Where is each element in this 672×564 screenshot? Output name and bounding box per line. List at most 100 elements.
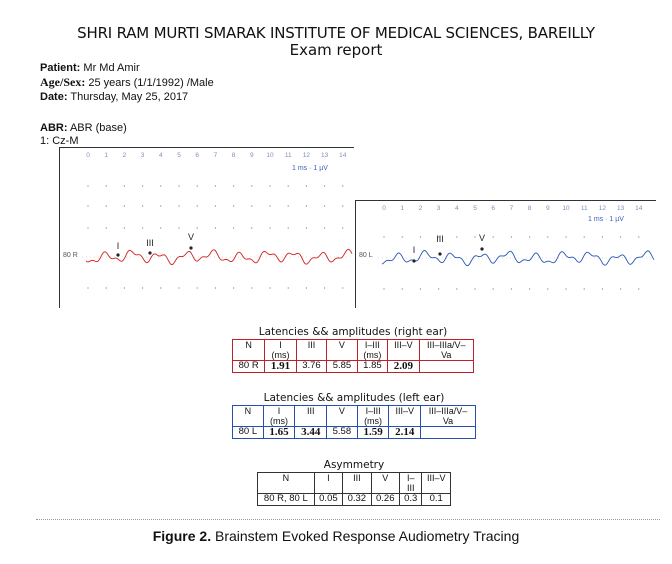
grid-dot (383, 236, 385, 238)
grid-dot (565, 288, 567, 290)
axis-tick-label: 6 (195, 152, 199, 159)
left-trace-label: 80 L (359, 252, 373, 259)
divider (36, 519, 660, 520)
axis-tick-label: 4 (159, 152, 163, 159)
axis-tick-label: 9 (546, 205, 550, 212)
waveform-trace (85, 248, 353, 266)
peak-label: I (413, 245, 416, 255)
table-header-cell: V (326, 405, 358, 427)
grid-dot (269, 185, 271, 187)
axis-tick-label: 8 (232, 152, 236, 159)
axis-tick-label: 1 (104, 152, 108, 159)
grid-dot (105, 205, 107, 207)
agesex-value: 25 years (1/1/1992) /Male (88, 77, 214, 89)
grid-dot (305, 227, 307, 229)
grid-dot (123, 205, 125, 207)
grid-dot (87, 185, 89, 187)
grid-dot (492, 288, 494, 290)
grid-dot (251, 185, 253, 187)
table-header-cell: III (294, 405, 328, 427)
axis-tick-label: 10 (266, 152, 274, 159)
grid-dot (123, 185, 125, 187)
peak-label: V (479, 233, 485, 243)
asymmetry-caption: Asymmetry (323, 459, 385, 471)
report-title: Exam report (289, 41, 383, 59)
waveform-trace (381, 250, 655, 267)
grid-dot (269, 227, 271, 229)
axis-tick-label: 4 (455, 205, 459, 212)
right-table-caption: Latencies && amplitudes (right ear) (258, 326, 448, 338)
table-header-cell: I–III (ms) (356, 339, 389, 361)
table-cell: 5.58 (326, 426, 358, 439)
grid-dot (196, 227, 198, 229)
grid-dot (438, 236, 440, 238)
grid-dot (456, 288, 458, 290)
grid-dot (142, 205, 144, 207)
grid-dot (620, 236, 622, 238)
table-cell: 2.09 (387, 360, 420, 373)
table-cell: 80 R, 80 L (257, 493, 315, 506)
grid-dot (510, 236, 512, 238)
patient-label: Patient: (40, 62, 81, 74)
grid-dot (214, 205, 216, 207)
grid-dot (401, 236, 403, 238)
grid-dot (196, 185, 198, 187)
table-header-cell: I– III (398, 472, 423, 494)
grid-dot (529, 236, 531, 238)
grid-dot (123, 227, 125, 229)
grid-dot (583, 236, 585, 238)
channel-label: 1: Cz-M (40, 135, 79, 147)
peak-marker (148, 251, 152, 255)
grid-dot (178, 287, 180, 289)
grid-dot (324, 287, 326, 289)
grid-dot (214, 227, 216, 229)
agesex-line: Age/Sex: 25 years (1/1/1992) /Male (40, 75, 214, 90)
grid-dot (142, 287, 144, 289)
table-cell (418, 360, 475, 373)
axis-tick-label: 5 (177, 152, 181, 159)
table-cell: 1.85 (356, 360, 389, 373)
grid-dot (251, 287, 253, 289)
table-cell: 2.14 (388, 426, 422, 439)
table-cell: 0.3 (398, 493, 423, 506)
peak-marker (116, 253, 120, 257)
grid-dot (342, 287, 344, 289)
table-header-cell: N (232, 405, 264, 427)
date-label: Date: (40, 91, 68, 103)
figure-caption-text: Brainstem Evoked Response Audiometry Tra… (211, 528, 520, 544)
table-cell: 1.59 (356, 426, 390, 439)
table-cell (420, 426, 476, 439)
grid-dot (529, 288, 531, 290)
grid-dot (87, 227, 89, 229)
grid-dot (620, 288, 622, 290)
grid-dot (324, 227, 326, 229)
abr-line: ABR: ABR (base) (40, 122, 127, 134)
table-header-cell: III–IIIa/V– Va (418, 339, 475, 361)
grid-dot (196, 205, 198, 207)
scale-label: 1 ms · 1 µV (292, 165, 328, 172)
asymmetry-table: N I III V I– III III–V 80 R, 80 L 0.05 0.32 0.26 0… (257, 472, 451, 506)
grid-dot (251, 227, 253, 229)
axis-tick-label: 5 (473, 205, 477, 212)
grid-dot (638, 236, 640, 238)
table-cell: 1.91 (264, 360, 297, 373)
axis-tick-label: 3 (437, 205, 441, 212)
grid-dot (287, 287, 289, 289)
peak-marker (189, 246, 193, 250)
axis-tick-label: 8 (528, 205, 532, 212)
axis-tick-label: 12 (303, 152, 311, 159)
right-ear-panel: 0 1 2 3 4 5 6 7 8 9 10 11 12 13 14 1 ms · 1 µV I III V 80 … (59, 147, 354, 308)
grid-dot (401, 288, 403, 290)
peak-label: III (436, 234, 444, 244)
grid-dot (510, 288, 512, 290)
axis-tick-label: 6 (491, 205, 495, 212)
axis-tick-label: 7 (214, 152, 218, 159)
table-header-cell: I (313, 472, 344, 494)
table-cell: 0.26 (370, 493, 400, 506)
grid-dot (601, 288, 603, 290)
date-line: Date: Thursday, May 25, 2017 (40, 91, 188, 103)
